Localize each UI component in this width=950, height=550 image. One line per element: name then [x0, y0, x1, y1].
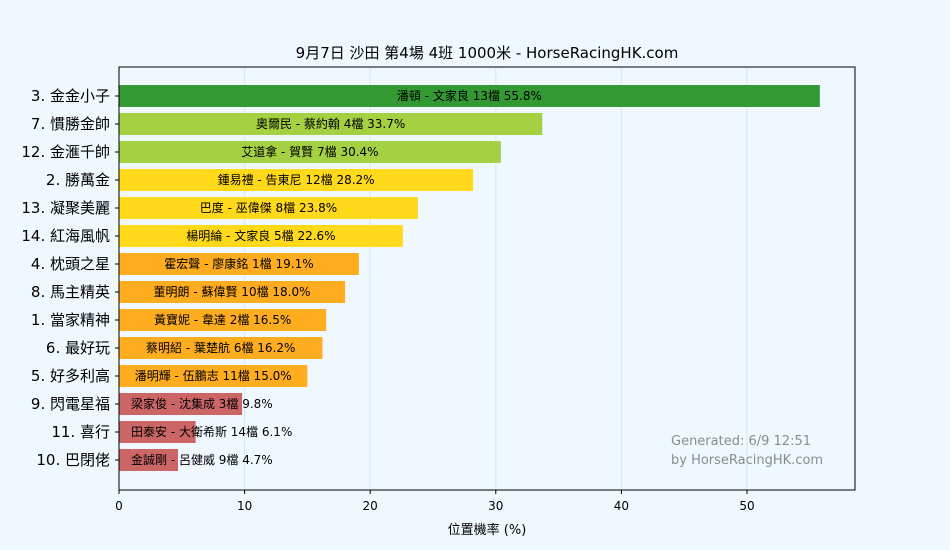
- bar-value-label: 蔡明紹 - 葉楚航 6檔 16.2%: [146, 340, 295, 355]
- bar-value-label: 潘明輝 - 伍鵬志 11檔 15.0%: [135, 369, 292, 383]
- category-label: 11. 喜行: [51, 423, 110, 441]
- category-label: 3. 金金小子: [31, 87, 110, 105]
- bar-value-label: 巴度 - 巫偉傑 8檔 23.8%: [200, 200, 337, 215]
- bar-value-label: 霍宏聲 - 廖康銘 1檔 19.1%: [164, 256, 313, 271]
- category-label: 10. 巴閉佬: [36, 451, 110, 469]
- bar: [119, 281, 346, 303]
- bar: [119, 309, 327, 331]
- bar: [119, 449, 179, 471]
- bars: [119, 85, 820, 471]
- bar: [119, 253, 359, 275]
- bar-value-label: 金誠剛 - 呂健威 9檔 4.7%: [131, 452, 273, 467]
- category-label: 9. 閃電星福: [31, 395, 110, 413]
- category-label: 5. 好多利高: [31, 367, 110, 385]
- x-tick-label: 0: [115, 499, 123, 513]
- bar-value-label: 艾道拿 - 賀賢 7檔 30.4%: [241, 144, 378, 159]
- plot-background: [119, 67, 855, 490]
- bar-value-label: 梁家俊 - 沈集成 3檔 9.8%: [131, 396, 273, 411]
- bar-value-label: 董明朗 - 蘇偉賢 10檔 18.0%: [154, 285, 311, 299]
- bar: [119, 85, 820, 107]
- bar: [119, 365, 308, 387]
- bar-value-label: 田泰安 - 大衛希斯 14檔 6.1%: [131, 424, 292, 439]
- bar: [119, 421, 196, 443]
- category-label: 8. 馬主精英: [31, 283, 110, 301]
- bar: [119, 113, 543, 135]
- category-label: 4. 枕頭之星: [31, 255, 110, 273]
- watermark-line-2: by HorseRacingHK.com: [671, 453, 823, 468]
- bar-value-label: 鍾易禮 - 告東尼 12檔 28.2%: [218, 173, 375, 187]
- plot-frame: [118, 66, 856, 491]
- bar: [119, 169, 474, 191]
- x-axis-title: 位置機率 (%): [448, 522, 527, 538]
- x-tick-label: 40: [614, 499, 629, 513]
- x-tick-label: 20: [363, 499, 378, 513]
- bar-value-label: 黃寶妮 - 韋達 2檔 16.5%: [154, 312, 291, 327]
- bar-value-label: 潘頓 - 文家良 13檔 55.8%: [397, 88, 542, 103]
- grid-lines: [244, 67, 748, 490]
- watermark-line-1: Generated: 6/9 12:51: [671, 434, 811, 449]
- bar-value-label: 奧爾民 - 蔡約翰 4檔 33.7%: [256, 116, 405, 131]
- category-label: 13. 凝聚美麗: [21, 199, 110, 217]
- bar: [119, 225, 403, 247]
- category-label: 12. 金滙千帥: [21, 143, 110, 161]
- bar: [119, 393, 243, 415]
- x-ticks: 0 10 20 30 40 50: [115, 490, 755, 513]
- category-label: 7. 慣勝金帥: [31, 115, 110, 133]
- bar: [119, 197, 418, 219]
- category-label: 14. 紅海風帆: [21, 227, 110, 245]
- category-label: 2. 勝萬金: [46, 171, 110, 189]
- bar: [119, 141, 501, 163]
- chart-title: 9月7日 沙田 第4場 4班 1000米 - HorseRacingHK.com: [296, 44, 679, 62]
- x-tick-label: 50: [739, 499, 754, 513]
- category-labels: 3. 金金小子 7. 慣勝金帥 12. 金滙千帥 2. 勝萬金 13. 凝聚美麗 14. …: [21, 87, 119, 469]
- x-tick-label: 30: [488, 499, 503, 513]
- bar-value-label: 楊明綸 - 文家良 5檔 22.6%: [186, 228, 335, 243]
- category-label: 1. 當家精神: [31, 311, 110, 329]
- category-label: 6. 最好玩: [46, 339, 110, 357]
- bar-labels: 潘頓 - 文家良 13檔 55.8% 奧爾民 - 蔡約翰 4檔 33.7% 艾道拿 …: [131, 88, 542, 467]
- x-tick-label: 10: [237, 499, 252, 513]
- bar: [119, 337, 323, 359]
